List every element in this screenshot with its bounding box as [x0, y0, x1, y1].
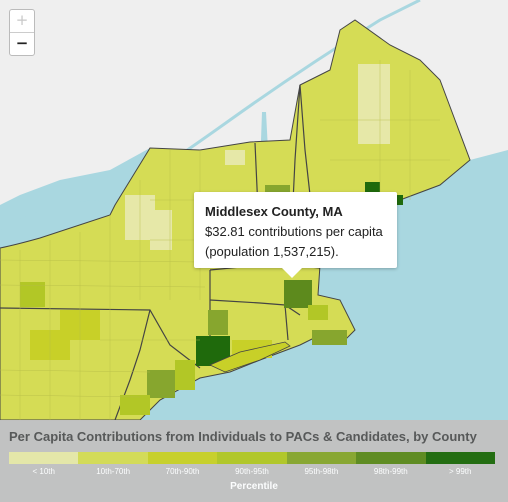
- county-ma-1: [308, 305, 328, 320]
- county-nj-1: [147, 370, 175, 398]
- zoom-control: + −: [9, 9, 35, 56]
- county-tooltip: Middlesex County, MA $32.81 contribution…: [194, 192, 397, 278]
- zoom-out-button[interactable]: −: [15, 34, 29, 52]
- legend-label-1: 10th-70th: [96, 467, 131, 476]
- legend-label-0: < 10th: [32, 467, 55, 476]
- county-ct-2: [232, 312, 272, 337]
- county-nj-2: [175, 360, 195, 390]
- legend-swatch-2: [147, 452, 218, 464]
- county-ma-middlesex: [284, 280, 312, 308]
- legend-label-2: 70th-90th: [165, 467, 200, 476]
- legend-label-3: 90th-95th: [235, 467, 269, 476]
- legend-swatch-3: [217, 452, 287, 464]
- legend-axis-label: Percentile: [230, 481, 278, 492]
- legend-label-4: 95th-98th: [304, 467, 339, 476]
- legend-color-scale: [9, 452, 495, 464]
- state-border-ct-ri: [284, 304, 289, 341]
- county-vt-1: [225, 150, 245, 165]
- legend-labels: < 10th 10th-70th 70th-90th 90th-95th 95t…: [9, 467, 495, 476]
- county-ct-1: [208, 310, 228, 335]
- zoom-in-button[interactable]: +: [10, 10, 34, 33]
- state-border-ny-pa: [0, 307, 201, 369]
- tooltip-population: (population 1,537,215).: [205, 244, 339, 259]
- legend-swatch-0: [9, 452, 79, 464]
- legend-swatch-4: [286, 452, 357, 464]
- legend-swatch-1: [78, 452, 148, 464]
- county-ny-north-2: [150, 210, 172, 250]
- long-island: [209, 341, 291, 373]
- county-ny-west: [20, 282, 45, 307]
- tooltip-title: Middlesex County, MA: [205, 204, 343, 219]
- legend-label-6: > 99th: [449, 467, 472, 476]
- legend-title: Per Capita Contributions from Individual…: [9, 429, 477, 444]
- county-ma-cape: [312, 330, 347, 345]
- county-pa-3: [120, 395, 150, 415]
- county-lines: [0, 60, 450, 420]
- legend-label-5: 98th-99th: [373, 467, 408, 476]
- legend-swatch-5: [356, 452, 426, 464]
- legend-swatch-6: [425, 452, 495, 464]
- lake-ontario: [0, 200, 111, 248]
- legend-panel: Per Capita Contributions from Individual…: [0, 420, 508, 502]
- state-border-ma-south: [209, 299, 301, 316]
- county-me-2: [393, 195, 403, 205]
- tooltip-contributions: $32.81 contributions per capita: [205, 224, 383, 239]
- county-maine-north: [358, 64, 390, 144]
